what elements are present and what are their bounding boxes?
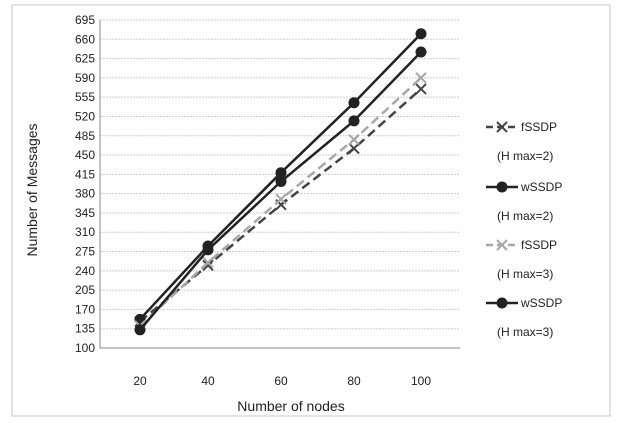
y-tick-label: 450: [75, 148, 95, 162]
y-tick-label: 275: [75, 245, 95, 259]
x-axis-title: Number of nodes: [237, 398, 344, 414]
legend-label: wSSDP: [520, 296, 562, 310]
data-point: [496, 239, 508, 251]
marker-stroke: [275, 193, 287, 205]
data-point: [275, 167, 287, 179]
data-point: [202, 256, 214, 269]
legend-sublabel: (H max=3): [497, 267, 553, 281]
y-tick-label: 590: [75, 71, 95, 85]
legend-item: wSSDP (H max=3): [486, 296, 562, 339]
y-tick-label: 380: [75, 187, 95, 201]
data-point: [415, 83, 427, 95]
marker-stroke: [415, 72, 427, 84]
y-tick-label: 345: [75, 206, 95, 220]
legend-item: wSSDP (H max=2): [486, 180, 562, 223]
data-point: [275, 176, 287, 188]
legend-sublabel: (H max=3): [497, 325, 553, 339]
marker-stroke: [348, 142, 360, 155]
marker-stroke: [202, 256, 214, 269]
legend-item: fSSDP (H max=3): [486, 238, 557, 281]
x-tick-label: 100: [411, 374, 431, 388]
data-point: [275, 193, 287, 205]
data-point: [496, 297, 508, 309]
marker-stroke: [415, 83, 427, 95]
y-tick-label: 205: [75, 283, 95, 297]
series-group: [134, 28, 427, 336]
x-tick-label: 60: [274, 374, 288, 388]
y-tick-label: 625: [75, 52, 95, 66]
data-point: [348, 97, 360, 109]
marker-stroke: [202, 259, 214, 272]
y-tick-label: 485: [75, 129, 95, 143]
data-point: [134, 324, 146, 336]
y-tick-label: 135: [75, 322, 95, 336]
legend-label: fSSDP: [521, 238, 557, 252]
y-axis-title: Number of Messages: [24, 123, 40, 256]
axes: [99, 20, 460, 349]
data-point: [348, 133, 360, 146]
y-tick-label: 520: [75, 109, 95, 123]
x-tick-label: 80: [347, 374, 361, 388]
y-tick-labels: 100 135 170 205 240 275 310 345 380 415 450 485 520 5…: [75, 13, 95, 355]
data-point: [348, 115, 360, 127]
y-tick-label: 415: [75, 167, 95, 181]
legend-item: fSSDP (H max=2): [486, 120, 557, 163]
marker-stroke: [348, 133, 360, 146]
x-tick-label: 20: [133, 374, 147, 388]
legend-label: fSSDP: [521, 120, 557, 134]
y-tick-label: 695: [75, 13, 95, 27]
marker-stroke: [496, 121, 508, 133]
legend: fSSDP (H max=2) wSSDP (H max=2) fSSDP (H max=…: [486, 120, 562, 339]
data-point: [496, 121, 508, 133]
data-point: [202, 244, 214, 256]
data-point: [415, 46, 427, 58]
y-tick-label: 310: [75, 225, 95, 239]
y-tick-label: 100: [75, 341, 95, 355]
y-tick-label: 240: [75, 264, 95, 278]
data-point: [415, 72, 427, 84]
data-point: [496, 181, 508, 193]
legend-sublabel: (H max=2): [497, 209, 553, 223]
x-tick-label: 40: [201, 374, 215, 388]
x-tick-labels: 20 40 60 80 100: [133, 374, 431, 388]
y-tick-label: 660: [75, 32, 95, 46]
y-tick-label: 170: [75, 302, 95, 316]
y-tick-label: 555: [75, 90, 95, 104]
legend-sublabel: (H max=2): [497, 149, 553, 163]
data-point: [348, 142, 360, 155]
data-point: [202, 259, 214, 272]
legend-label: wSSDP: [520, 180, 562, 194]
data-point: [415, 28, 427, 40]
marker-stroke: [496, 239, 508, 251]
